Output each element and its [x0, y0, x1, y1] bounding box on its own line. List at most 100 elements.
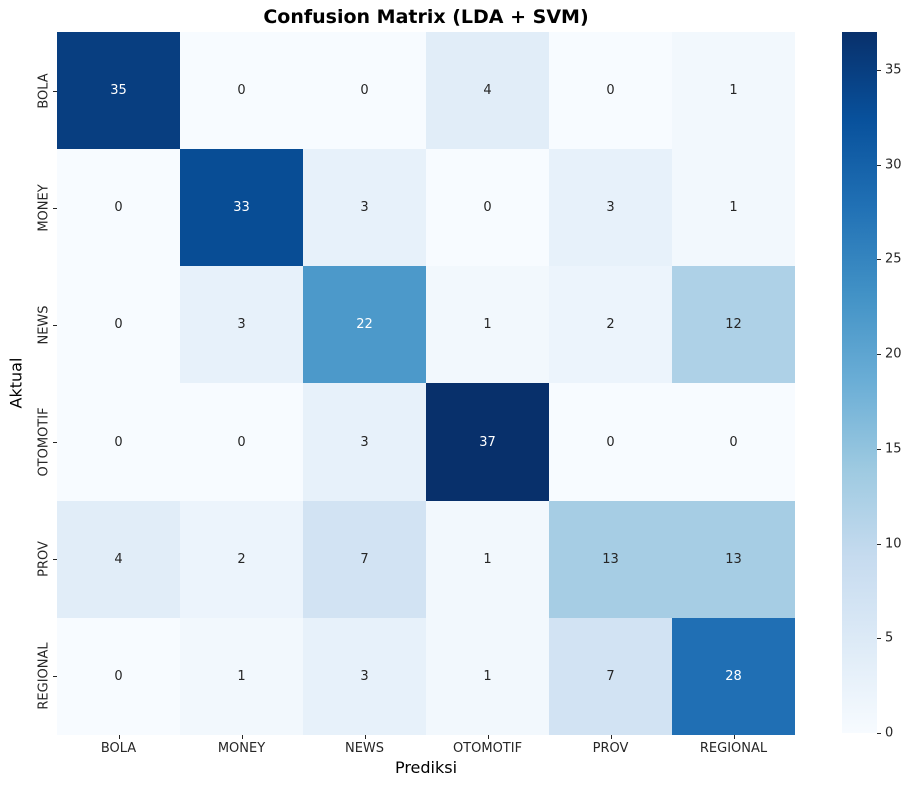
colorbar-tick-label: 15: [885, 441, 902, 457]
colorbar-tick-mark: [877, 543, 881, 545]
cell-value: 13: [725, 551, 742, 567]
cell-value: 13: [602, 551, 619, 567]
heatmap-cell: 2: [549, 266, 672, 384]
colorbar-tick-mark: [877, 259, 881, 261]
colorbar-tick-mark: [877, 733, 881, 734]
colorbar-tick-label: 0: [885, 725, 894, 741]
cell-value: 3: [360, 200, 369, 216]
heatmap-cell: 3: [180, 266, 303, 384]
heatmap-cell: 0: [426, 149, 549, 267]
x-tick-label: PROV: [592, 741, 629, 756]
colorbar-tick-mark: [877, 638, 881, 640]
x-tick-mark: [364, 735, 366, 739]
heatmap-cell: 0: [180, 32, 303, 150]
heatmap-cell: 1: [672, 149, 795, 267]
x-tick-mark: [610, 735, 612, 739]
cell-value: 4: [483, 83, 492, 99]
heatmap-cell: 33: [180, 149, 303, 267]
heatmap-cell: 37: [426, 383, 549, 501]
y-tick-label: BOLA: [36, 72, 52, 109]
heatmap-cell: 0: [180, 383, 303, 501]
colorbar: [842, 32, 877, 733]
cell-value: 7: [606, 668, 615, 684]
cell-value: 33: [233, 200, 250, 216]
cell-value: 0: [114, 317, 123, 333]
heatmap-cell: 0: [303, 32, 426, 150]
cell-value: 1: [483, 317, 492, 333]
cell-value: 0: [114, 668, 123, 684]
x-tick-mark: [487, 735, 489, 739]
cell-value: 3: [360, 668, 369, 684]
cell-value: 37: [479, 434, 496, 450]
heatmap-cell: 0: [672, 383, 795, 501]
heatmap-cell: 12: [672, 266, 795, 384]
x-tick-label: MONEY: [217, 741, 266, 756]
heatmap-grid: 35 0 0 4 0 1 0 33 3 0 3 1 0 3 22 1 2 12 0 0 3 37 0 0 4 2 7 1 13 13 0 1 3…: [57, 32, 795, 735]
colorbar-tick-label: 20: [885, 346, 902, 362]
cell-value: 0: [360, 83, 369, 99]
cell-value: 1: [483, 551, 492, 567]
y-tick-mark: [53, 559, 57, 561]
cell-value: 0: [729, 434, 738, 450]
cell-value: 2: [237, 551, 246, 567]
cell-value: 0: [114, 434, 123, 450]
heatmap-cell: 13: [672, 500, 795, 618]
cell-value: 7: [360, 551, 369, 567]
heatmap-cell: 7: [303, 500, 426, 618]
cell-value: 3: [237, 317, 246, 333]
heatmap-cell: 0: [57, 266, 180, 384]
colorbar-tick-label: 30: [885, 157, 902, 173]
y-tick-mark: [53, 442, 57, 444]
heatmap-cell: 1: [426, 617, 549, 735]
cell-value: 1: [729, 200, 738, 216]
cell-value: 1: [483, 668, 492, 684]
cell-value: 0: [483, 200, 492, 216]
cell-value: 0: [606, 83, 615, 99]
heatmap-cell: 1: [426, 500, 549, 618]
cell-value: 0: [114, 200, 123, 216]
colorbar-tick-mark: [877, 448, 881, 450]
heatmap-cell: 3: [303, 383, 426, 501]
heatmap-cell: 22: [303, 266, 426, 384]
heatmap-cell: 4: [426, 32, 549, 150]
heatmap-cell: 0: [549, 32, 672, 150]
cell-value: 2: [606, 317, 615, 333]
x-tick-label: OTOMOTIF: [452, 741, 523, 756]
y-tick-mark: [53, 207, 57, 209]
colorbar-tick-label: 10: [885, 536, 902, 552]
cell-value: 1: [237, 668, 246, 684]
heatmap-cell: 35: [57, 32, 180, 150]
y-tick-label: OTOMOTIF: [36, 407, 52, 477]
heatmap-cell: 4: [57, 500, 180, 618]
y-tick-mark: [53, 90, 57, 92]
heatmap-cell: 3: [303, 617, 426, 735]
heatmap-cell: 13: [549, 500, 672, 618]
heatmap-cell: 0: [57, 383, 180, 501]
heatmap-cell: 1: [426, 266, 549, 384]
x-tick-label: BOLA: [100, 741, 137, 756]
cell-value: 28: [725, 668, 742, 684]
heatmap-cell: 2: [180, 500, 303, 618]
x-tick-label: NEWS: [344, 741, 385, 756]
colorbar-tick-mark: [877, 164, 881, 166]
x-tick-mark: [241, 735, 243, 739]
colorbar-tick-label: 5: [885, 630, 894, 646]
heatmap-cell: 28: [672, 617, 795, 735]
y-tick-label: MONEY: [36, 184, 52, 232]
cell-value: 3: [360, 434, 369, 450]
y-tick-label: REGIONAL: [36, 642, 52, 711]
colorbar-tick-label: 35: [885, 62, 902, 78]
y-axis-label: Aktual: [6, 357, 26, 409]
y-tick-mark: [53, 324, 57, 326]
x-tick-label: REGIONAL: [699, 741, 768, 756]
y-tick-label: PROV: [36, 541, 52, 578]
y-tick-label: NEWS: [36, 305, 52, 345]
chart-title: Confusion Matrix (LDA + SVM): [263, 6, 589, 28]
x-axis-label: Prediksi: [394, 758, 458, 777]
heatmap-cell: 0: [549, 383, 672, 501]
colorbar-tick-mark: [877, 354, 881, 356]
heatmap-cell: 3: [303, 149, 426, 267]
x-tick-mark: [118, 735, 120, 739]
cell-value: 1: [729, 83, 738, 99]
